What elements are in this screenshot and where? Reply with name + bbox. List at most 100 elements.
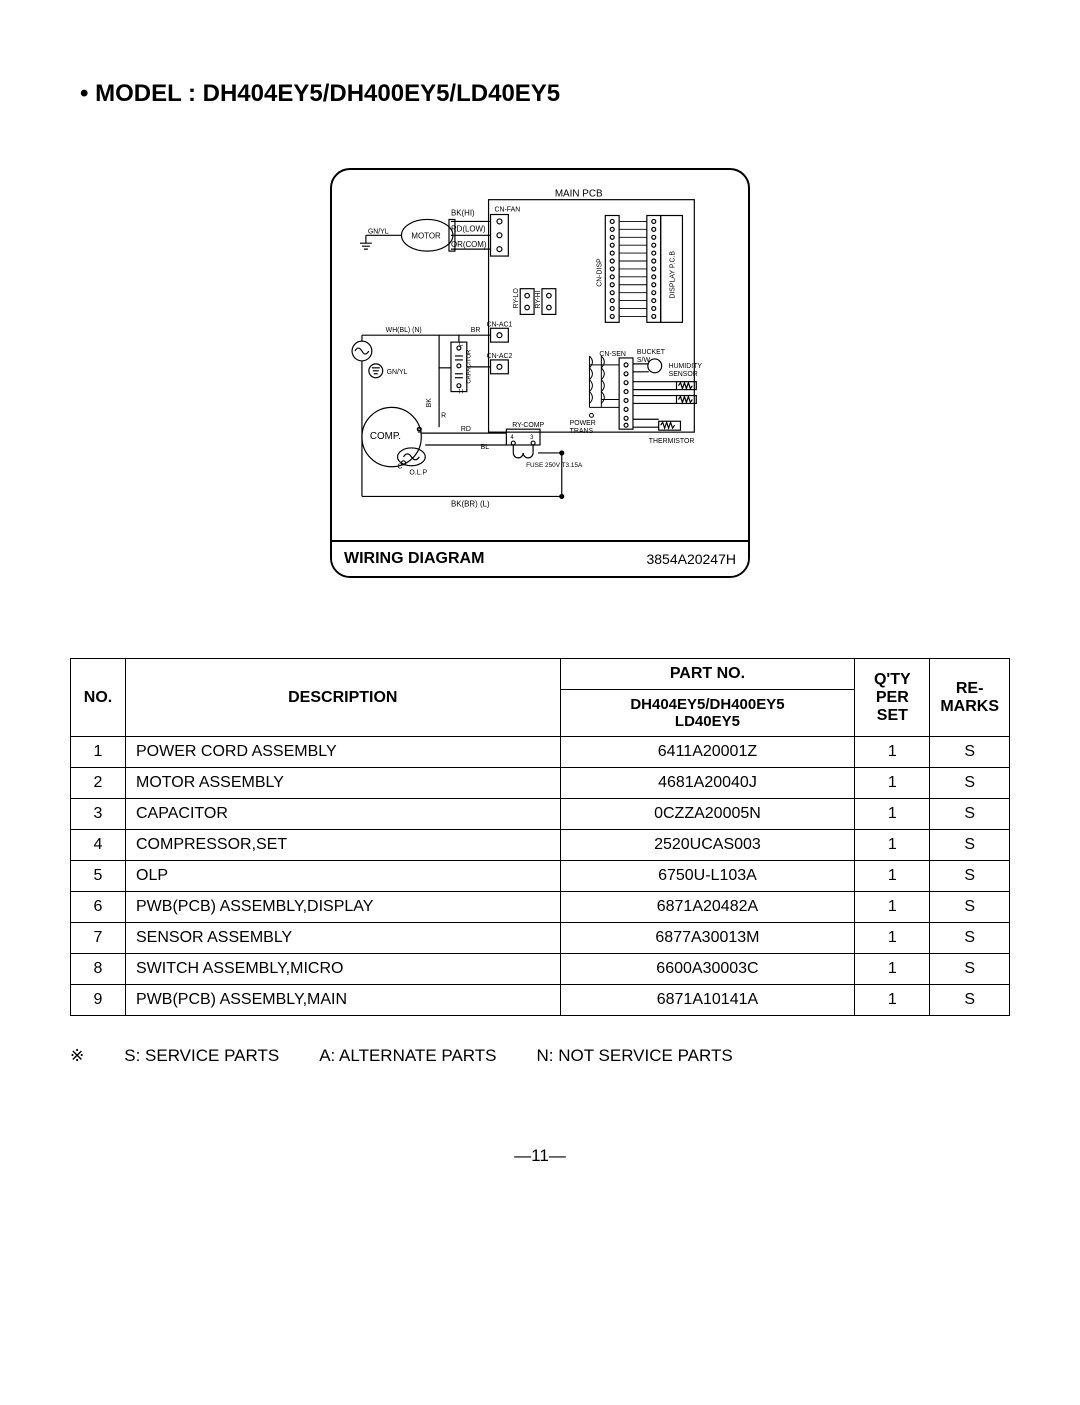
label-humidity2: SENSOR	[669, 371, 698, 378]
wiring-footer: WIRING DIAGRAM 3854A20247H	[332, 540, 748, 576]
label-bucket1: BUCKET	[637, 349, 666, 356]
cell-qty: 1	[855, 799, 930, 830]
cell-qty: 1	[855, 892, 930, 923]
table-row: 5OLP6750U-L103A1S	[71, 861, 1010, 892]
label-bucket2: S/W	[637, 357, 651, 364]
wiring-code: 3854A20247H	[646, 551, 736, 567]
cell-rem: S	[930, 768, 1010, 799]
label-ry-lo: RY-LO	[513, 288, 520, 309]
label-motor: MOTOR	[411, 231, 441, 240]
cell-no: 1	[71, 737, 126, 768]
cell-qty: 1	[855, 985, 930, 1016]
label-c2: C	[398, 464, 403, 471]
cell-part: 6871A10141A	[560, 985, 855, 1016]
label-h: H	[459, 390, 463, 396]
cell-part: 6411A20001Z	[560, 737, 855, 768]
th-qty: Q'TY PER SET	[855, 659, 930, 737]
cell-no: 2	[71, 768, 126, 799]
table-row: 7SENSOR ASSEMBLY6877A30013M1S	[71, 923, 1010, 954]
cell-qty: 1	[855, 830, 930, 861]
table-row: 8SWITCH ASSEMBLY,MICRO6600A30003C1S	[71, 954, 1010, 985]
cell-rem: S	[930, 892, 1010, 923]
cell-qty: 1	[855, 954, 930, 985]
cell-desc: COMPRESSOR,SET	[126, 830, 561, 861]
label-humidity1: HUMIDITY	[669, 363, 703, 370]
label-bk: BK	[426, 398, 433, 408]
parts-table: NO. DESCRIPTION PART NO. Q'TY PER SET RE…	[70, 658, 1010, 1016]
label-bkbr-l: BK(BR) (L)	[451, 499, 490, 508]
label-br: BR	[471, 327, 481, 334]
cell-part: 4681A20040J	[560, 768, 855, 799]
label-n3: 3	[530, 435, 534, 441]
wiring-svg: MAIN PCB BK(HI) RD(LOW) OR(COM) MOTOR GN…	[332, 170, 748, 536]
label-cn-sen: CN-SEN	[599, 351, 625, 358]
cell-desc: SENSOR ASSEMBLY	[126, 923, 561, 954]
cell-no: 4	[71, 830, 126, 861]
page: • MODEL : DH404EY5/DH400EY5/LD40EY5	[0, 0, 1080, 1206]
label-gnyl1: GN/YL	[368, 228, 389, 235]
label-or-com: OR(COM)	[451, 240, 487, 249]
label-bk-hi: BK(HI)	[451, 209, 475, 218]
table-row: 3CAPACITOR0CZZA20005N1S	[71, 799, 1010, 830]
label-s: S	[417, 428, 422, 435]
cell-desc: PWB(PCB) ASSEMBLY,MAIN	[126, 985, 561, 1016]
th-no: NO.	[71, 659, 126, 737]
legend-s: S: SERVICE PARTS	[124, 1046, 279, 1066]
label-cn-fan: CN-FAN	[494, 207, 520, 214]
cell-desc: POWER CORD ASSEMBLY	[126, 737, 561, 768]
table-row: 9PWB(PCB) ASSEMBLY,MAIN6871A10141A1S	[71, 985, 1010, 1016]
label-bl: BL	[481, 444, 490, 451]
label-thermistor: THERMISTOR	[649, 438, 695, 445]
table-row: 4COMPRESSOR,SET2520UCAS0031S	[71, 830, 1010, 861]
cell-rem: S	[930, 830, 1010, 861]
label-rd: RD	[461, 426, 471, 433]
cell-desc: CAPACITOR	[126, 799, 561, 830]
th-remarks: RE- MARKS	[930, 659, 1010, 737]
th-partno: PART NO.	[560, 659, 855, 690]
cell-no: 9	[71, 985, 126, 1016]
table-row: 2MOTOR ASSEMBLY4681A20040J1S	[71, 768, 1010, 799]
cell-rem: S	[930, 954, 1010, 985]
label-n4: 4	[510, 435, 514, 441]
cell-desc: OLP	[126, 861, 561, 892]
cell-part: 6600A30003C	[560, 954, 855, 985]
label-comp: COMP.	[370, 431, 401, 442]
legend-a: A: ALTERNATE PARTS	[319, 1046, 496, 1066]
cell-part: 6871A20482A	[560, 892, 855, 923]
label-rd-low: RD(LOW)	[451, 224, 486, 233]
model-title: • MODEL : DH404EY5/DH400EY5/LD40EY5	[80, 80, 1010, 108]
cell-qty: 1	[855, 923, 930, 954]
page-number: —11—	[70, 1146, 1010, 1166]
cell-no: 7	[71, 923, 126, 954]
cell-part: 0CZZA20005N	[560, 799, 855, 830]
table-row: 6PWB(PCB) ASSEMBLY,DISPLAY6871A20482A1S	[71, 892, 1010, 923]
label-display-pcb: DISPLAY P.C.B	[670, 251, 677, 299]
wiring-box: MAIN PCB BK(HI) RD(LOW) OR(COM) MOTOR GN…	[330, 168, 750, 578]
label-olp: O.L.P	[409, 470, 427, 477]
cell-part: 6877A30013M	[560, 923, 855, 954]
label-c1: C	[459, 342, 464, 348]
label-cn-ac1: CN-AC1	[487, 321, 513, 328]
cell-qty: 1	[855, 861, 930, 892]
label-gnyl2: GN/YL	[387, 369, 408, 376]
wiring-diagram: MAIN PCB BK(HI) RD(LOW) OR(COM) MOTOR GN…	[330, 168, 750, 578]
label-fuse: FUSE 250V T3.15A	[526, 462, 583, 469]
th-partno-sub: DH404EY5/DH400EY5 LD40EY5	[560, 690, 855, 737]
label-cn-ac2: CN-AC2	[487, 353, 513, 360]
cell-desc: MOTOR ASSEMBLY	[126, 768, 561, 799]
legend-symbol: ※	[70, 1046, 84, 1066]
cell-desc: PWB(PCB) ASSEMBLY,DISPLAY	[126, 892, 561, 923]
th-desc: DESCRIPTION	[126, 659, 561, 737]
cell-qty: 1	[855, 768, 930, 799]
parts-table-head: NO. DESCRIPTION PART NO. Q'TY PER SET RE…	[71, 659, 1010, 737]
label-cn-disp: CN-DISP	[596, 258, 603, 287]
cell-rem: S	[930, 799, 1010, 830]
cell-no: 8	[71, 954, 126, 985]
table-row: 1POWER CORD ASSEMBLY6411A20001Z1S	[71, 737, 1010, 768]
label-capacitor: CAPACITOR	[467, 350, 473, 384]
cell-part: 2520UCAS003	[560, 830, 855, 861]
parts-table-body: 1POWER CORD ASSEMBLY6411A20001Z1S2MOTOR …	[71, 737, 1010, 1016]
label-ry-comp: RY-COMP	[512, 422, 544, 429]
cell-no: 5	[71, 861, 126, 892]
cell-qty: 1	[855, 737, 930, 768]
